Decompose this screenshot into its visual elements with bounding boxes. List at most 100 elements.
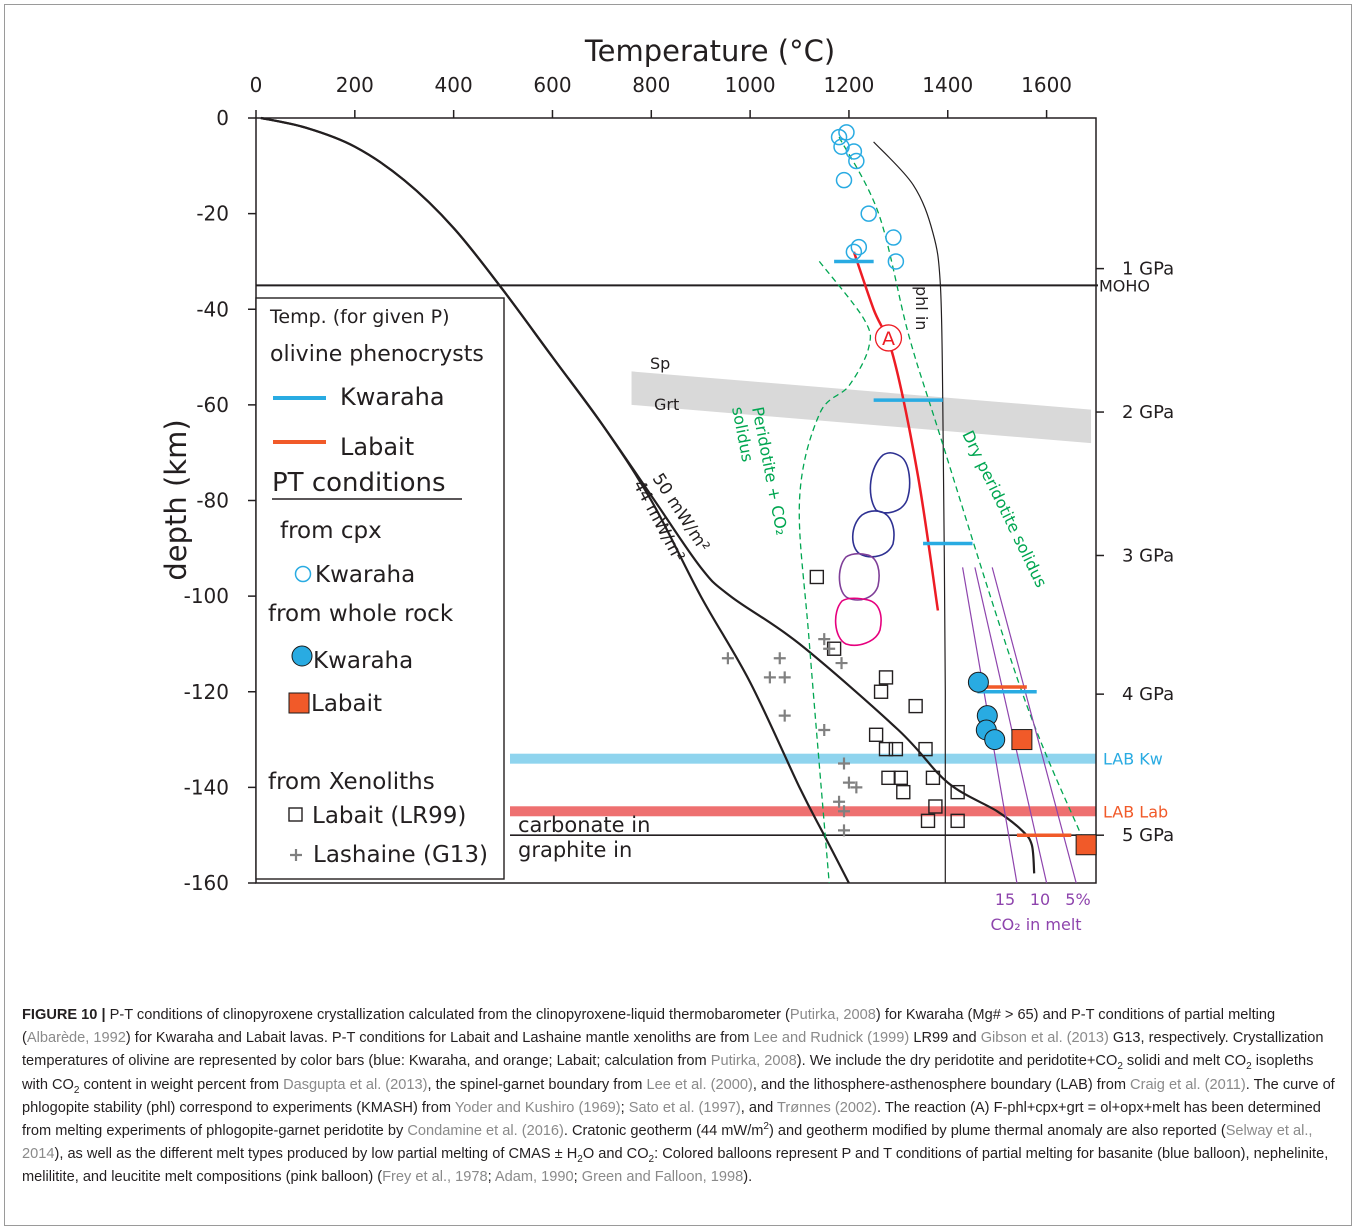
caption-reference-link[interactable]: Putirka, 2008 [789,1007,876,1023]
caption-text: 2 [763,1121,769,1133]
legend-kwaraha-bar-label: Kwaraha [340,383,445,411]
co2-isopleth-label: 10 [1030,890,1050,909]
caption-text: ). [743,1169,753,1186]
xenolith-lashaine-point [721,652,734,665]
y-tick-label: -100 [184,584,229,608]
co2-melt-label: CO₂ in melt [990,915,1081,934]
xenolith-lashaine-point [833,795,846,808]
lab-kw-label: LAB Kw [1103,750,1163,769]
xenolith-labait-point [950,813,965,829]
whole-rock-labait-point [1011,729,1033,751]
co2-isopleth-3 [991,567,1077,884]
sp-label: Sp [650,354,670,373]
phl-in-curve [873,141,947,884]
whole-rock-kwaraha-point [984,729,1006,751]
whole-rock-labait-point [1075,834,1097,856]
xenolith-lashaine-point [838,805,850,818]
y-tick-label: -120 [184,680,229,704]
pressure-label: 1 GPa [1122,259,1174,280]
figure-frame [4,4,1352,1226]
legend-xen-lashaine-label: Lashaine (G13) [313,842,488,868]
geotherm-44-curve [260,116,850,884]
caption-text: 2 [1246,1061,1252,1073]
legend-from-xenoliths: from Xenoliths [268,769,435,795]
balloon-nephelinite [851,510,895,558]
legend-from-cpx: from cpx [280,518,382,544]
xenolith-labait-point [896,784,911,800]
caption-reference-link[interactable]: Lee and Rudnick (1999) [753,1030,910,1047]
xenolith-lashaine-point [835,657,848,670]
caption-text: . The reaction (A) F-phl+cpx+grt = ol+op… [22,1099,1321,1140]
co2-solidus-curve [798,261,872,884]
caption-reference-link[interactable]: Sato et al. (1997) [628,1099,741,1116]
xenolith-lashaine-point [818,633,831,646]
caption-reference-link[interactable]: Trønnes (2002) [777,1099,878,1116]
caption-reference-link[interactable]: Selway et al., 2014 [22,1123,1313,1163]
caption-reference-link[interactable]: Frey et al., 1978 [382,1169,488,1186]
cpx-kwaraha-point [885,229,902,246]
xenolith-lashaine-point [763,671,776,684]
xenolith-labait-point [809,569,825,585]
caption-reference-link[interactable]: Condamine et al. (2016) [407,1123,564,1140]
lab-lab-band [510,806,1096,817]
balloon-melilitite [838,552,880,601]
caption-reference-link[interactable]: Green and Falloon, 1998 [581,1169,744,1186]
figure-caption: FIGURE 10 | P-T conditions of clinopyrox… [22,1004,1340,1190]
caption-text: 2 [1117,1061,1123,1073]
xenolith-labait-point [928,799,943,814]
x-tick-label: 200 [336,73,374,97]
cpx-kwaraha-point [845,243,863,261]
x-axis-title: Temperature (°C) [584,34,835,68]
legend-wr-kwaraha-swatch [291,645,313,667]
caption-text: ; [487,1169,495,1186]
caption-text: 2 [73,1084,80,1096]
xenolith-labait-point [878,741,894,757]
moho-label: MOHO [1099,276,1150,295]
xenolith-lashaine-point [778,709,791,722]
co2-solidus-label-1: Peridotite + CO₂ [748,405,792,537]
spinel-garnet-band [631,371,1092,444]
caption-reference-link[interactable]: Dasgupta et al. (2013) [283,1076,428,1093]
x-tick-label: 800 [632,73,670,97]
cpx-kwaraha-point [838,124,855,141]
legend-cpx-swatch [294,565,312,583]
legend-labait-bar-label: Labait [340,433,414,461]
xenolith-lashaine-point [823,642,836,655]
pressure-label: 2 GPa [1122,402,1174,423]
balloon-leucitite [834,597,882,646]
xenolith-labait-point [878,670,894,685]
y-tick-label: 0 [216,106,229,130]
caption-reference-link[interactable]: Albarède, 1992 [26,1030,126,1047]
caption-text: ; [620,1099,629,1116]
caption-text: G13, respectively. Crystallization tempe… [22,1030,1324,1070]
reaction-a-curve [852,251,940,611]
caption-text: content in weight percent from [79,1076,284,1093]
caption-reference-link[interactable]: Gibson et al. (2013) [980,1030,1109,1047]
pressure-label: 3 GPa [1122,545,1174,566]
caption-reference-link[interactable]: Lee et al. (2000) [646,1076,753,1093]
xenolith-labait-point [918,741,933,757]
xenolith-lashaine-point [773,652,786,665]
whole-rock-kwaraha-point [967,671,989,693]
caption-text: ; [573,1169,582,1186]
caption-reference-link[interactable]: Craig et al. (2011) [1130,1076,1246,1093]
legend-cpx-label: Kwaraha [315,562,415,588]
co2-isopleth-2 [974,567,1048,884]
x-tick-label: 0 [250,73,263,97]
legend-from-whole-rock: from whole rock [268,601,454,627]
caption-text: 2 [648,1154,655,1166]
caption-text: ) and geotherm modified by plume thermal… [768,1123,1226,1140]
caption-reference-link[interactable]: Yoder and Kushiro (1969) [454,1099,621,1116]
balloon-basanite [869,452,911,514]
caption-reference-link[interactable]: Adam, 1990 [494,1169,574,1186]
xenolith-labait-point [908,698,923,714]
xenolith-labait-point [873,684,889,699]
caption-reference-link[interactable]: Putirka, 2008 [710,1053,797,1070]
phl-in-label: phl in [912,286,931,330]
caption-text: isopleths with CO [22,1053,1314,1093]
xenolith-lashaine-point [838,757,850,770]
carbonate-label: carbonate in [518,813,650,837]
cpx-kwaraha-point [860,205,877,222]
caption-text: ), as well as the different melt types p… [54,1146,578,1163]
caption-text: P-T conditions of clinopyroxene crystall… [105,1007,790,1023]
